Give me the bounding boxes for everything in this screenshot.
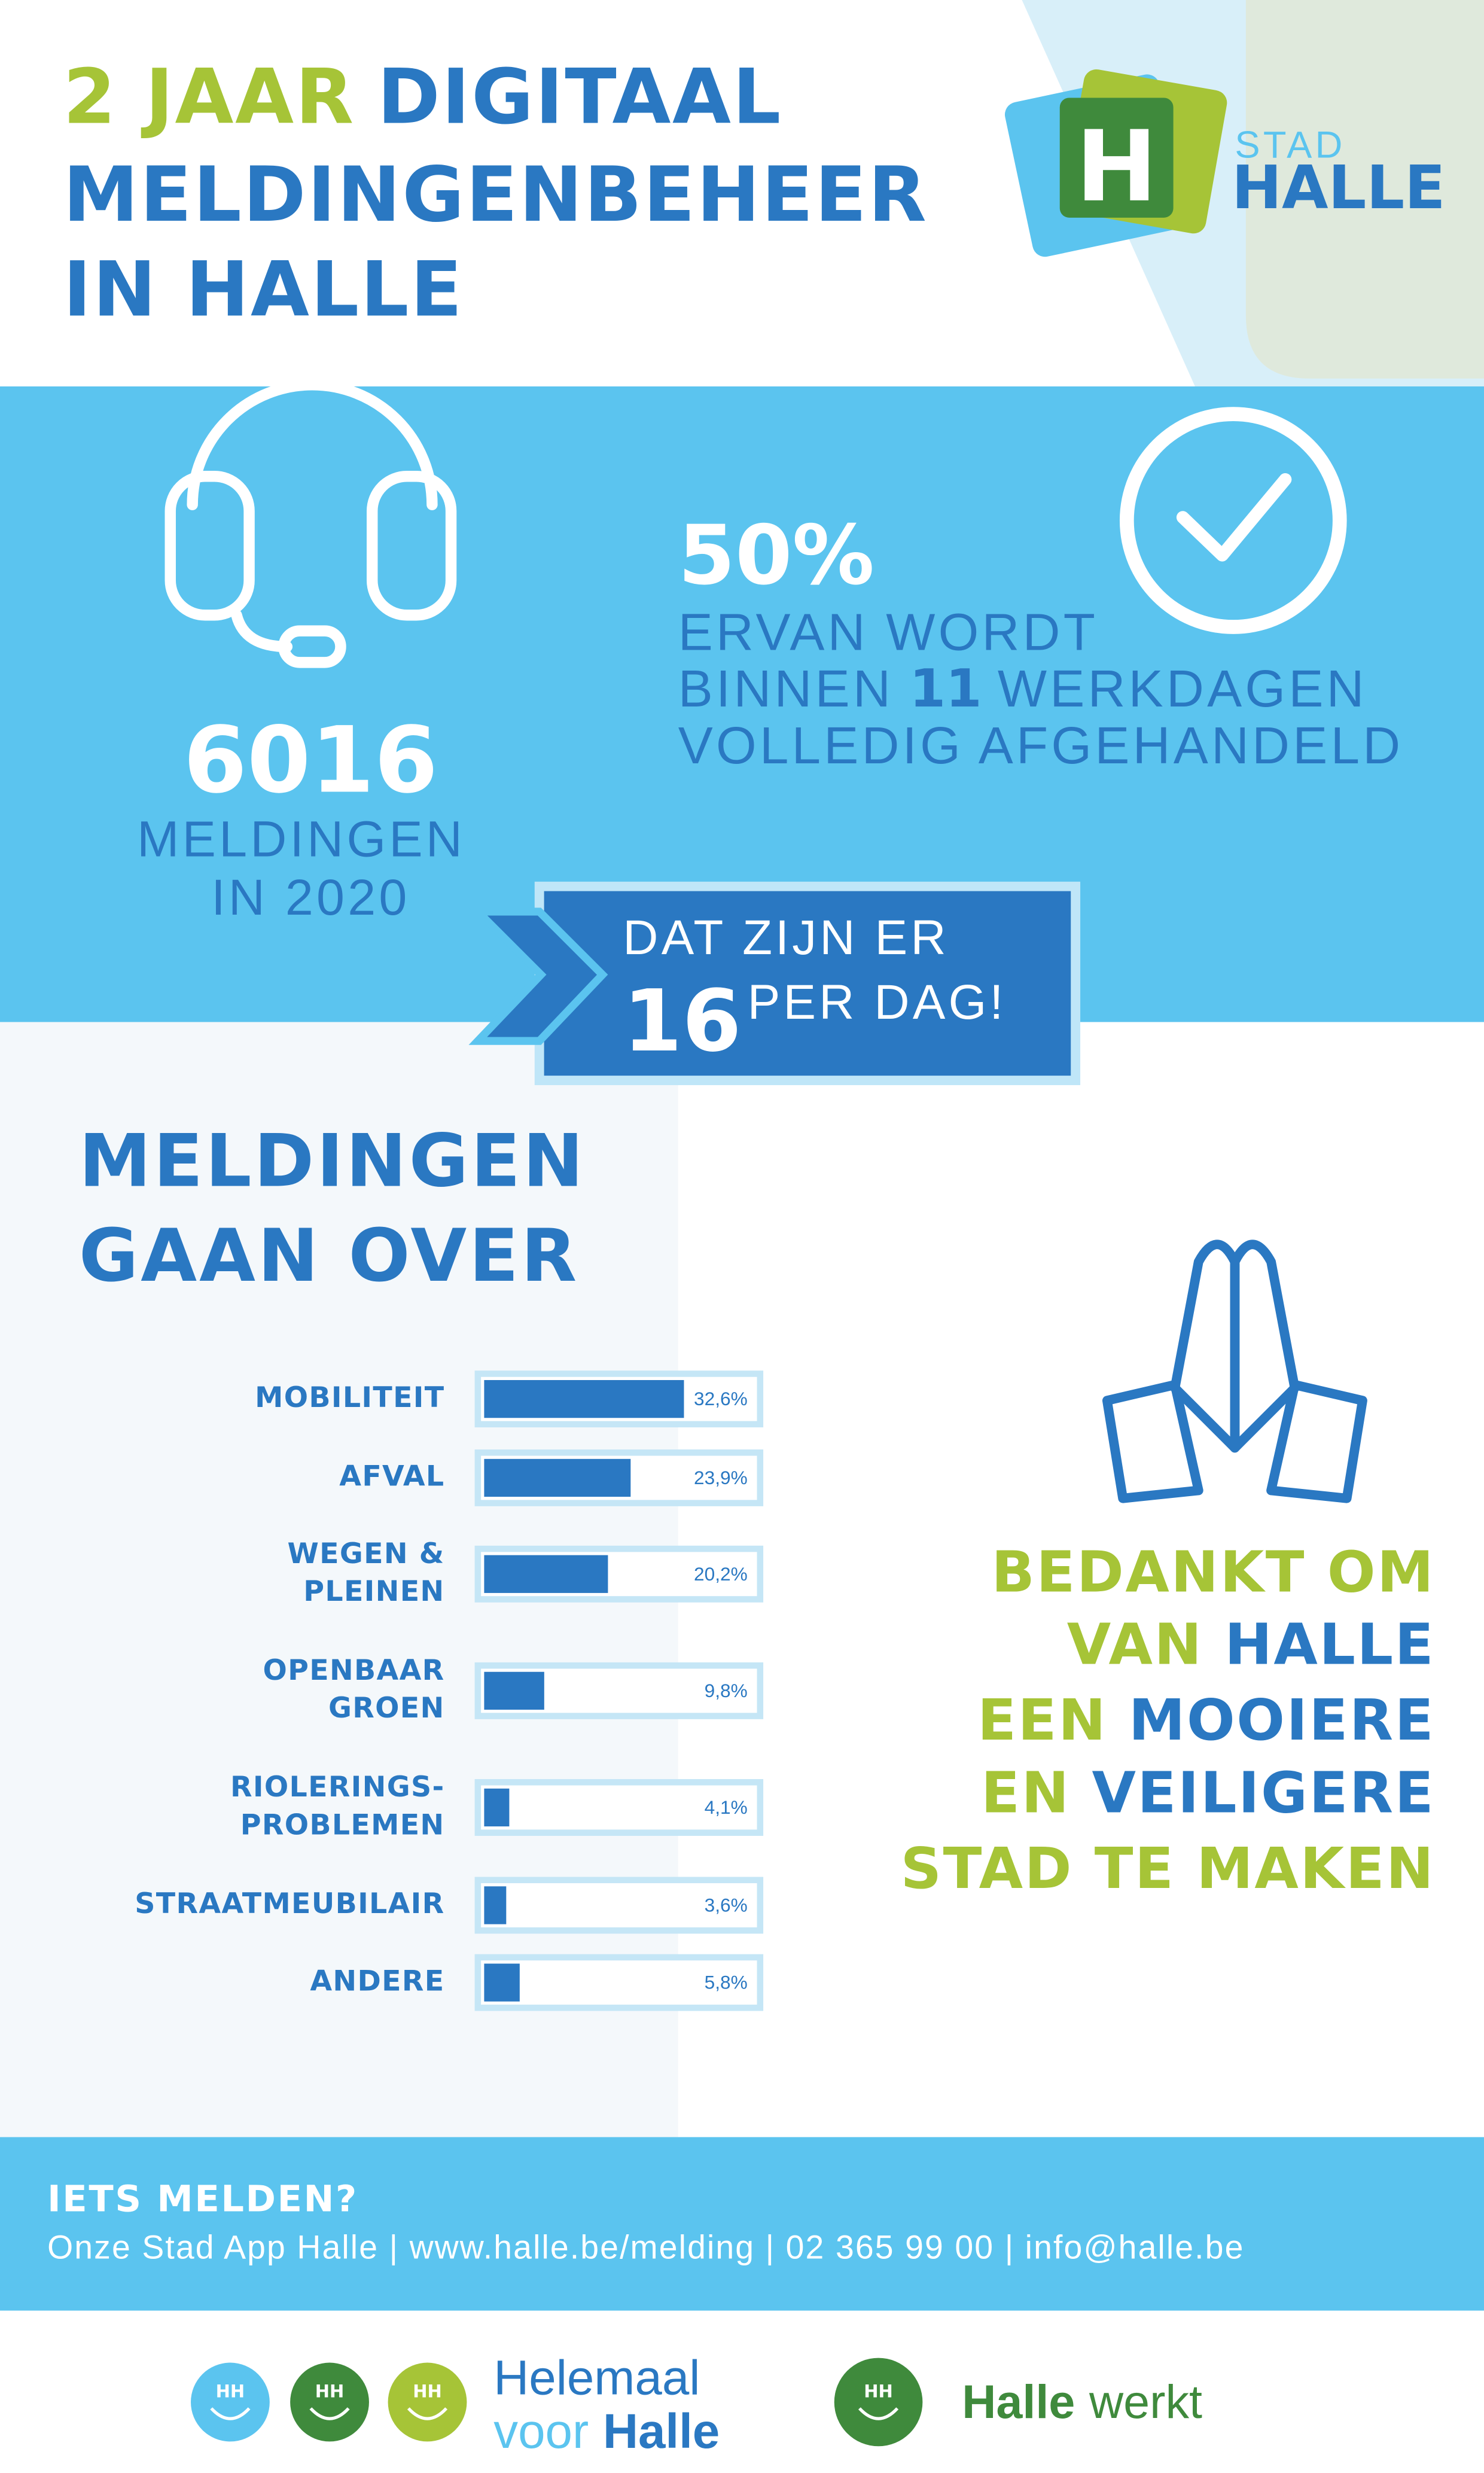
per-day-count: 16 (623, 971, 741, 1071)
resolved-text-part: BINNEN (678, 660, 894, 718)
brand-badge-smile (309, 2407, 350, 2420)
value-label: 9,8% (705, 1680, 748, 1701)
value-label: 32,6% (694, 1388, 748, 1409)
per-day-text: PER DAG! (748, 975, 1007, 1030)
bar-track (474, 1779, 764, 1836)
brand-badge-text: HH (315, 2381, 345, 2402)
resolved-text: BINNEN 11 WERKDAGEN (678, 658, 1367, 719)
category-label: AFVAL (339, 1460, 445, 1494)
chart-title: GAAN OVER (79, 1213, 579, 1298)
check-mark (1176, 473, 1292, 562)
category-label: STRAATMEUBILAIR (135, 1887, 445, 1921)
title: 2 JAAR DIGITAAL (63, 53, 782, 141)
brand-badge (834, 2358, 923, 2447)
thanks-text: VEILIGERE (1092, 1762, 1436, 1827)
thanks-line: BEDANKT OM (991, 1540, 1436, 1606)
resolved-text-part: WERKDAGEN (998, 660, 1367, 718)
banner-chevron (468, 907, 608, 1045)
bar (484, 1963, 520, 2002)
brand-text-part: Halle (962, 2375, 1075, 2428)
value-label: 3,6% (705, 1894, 748, 1915)
logo-bottom: HALLE (1232, 153, 1445, 223)
brand-badge-smile (210, 2407, 251, 2420)
thanks-text: MOOIERE (1128, 1689, 1436, 1754)
thanks-icon (1102, 1239, 1367, 1503)
check-circle (1133, 421, 1333, 620)
resolved-text: ERVAN WORDT (678, 603, 1098, 661)
brand-badge (290, 2362, 369, 2442)
bar (484, 1671, 544, 1710)
brand-badge-text: HH (864, 2381, 893, 2402)
brand-text-part: voor (493, 2404, 589, 2459)
bar (484, 1788, 510, 1827)
brand-text-part: Halle (603, 2404, 720, 2459)
resolved-percent: 50% (678, 508, 874, 604)
brand-text-part: werkt (1089, 2375, 1202, 2428)
title: IN HALLE (63, 245, 464, 333)
category-label: MOBILITEIT (255, 1381, 445, 1415)
thanks-line: VAN HALLE (1067, 1615, 1435, 1678)
footer-contact: Onze Stad App Halle | www.halle.be/meldi… (47, 2229, 1244, 2266)
thanks-text: HALLE (1224, 1613, 1436, 1679)
thanks-line: EEN MOOIERE (977, 1689, 1436, 1754)
footer-title: IETS MELDEN? (47, 2178, 358, 2220)
thanks-line: STAD TE MAKEN (900, 1837, 1436, 1902)
bar (484, 1458, 631, 1497)
chart-title: MELDINGEN (79, 1119, 586, 1204)
value-label: 20,2% (694, 1563, 748, 1585)
footer-band (0, 2137, 1484, 2311)
thanks-text: BEDANKT OM (991, 1540, 1436, 1606)
thanks-text: STAD TE MAKEN (900, 1837, 1436, 1902)
bar (484, 1555, 608, 1593)
title: MELDINGENBEHEER (63, 151, 928, 239)
decor-shape (1245, 0, 1484, 379)
resolved-text: VOLLEDIG AFGEHANDELD (678, 717, 1404, 775)
value-label: 4,1% (705, 1796, 748, 1818)
banner (534, 881, 1081, 1085)
report-label: IN 2020 (211, 869, 410, 925)
headset-icon (164, 379, 457, 668)
bar-track (474, 1954, 764, 2011)
thanks-line: EN VEILIGERE (981, 1762, 1436, 1827)
logo-mark: H (1075, 109, 1157, 224)
thanks-text: EEN (977, 1689, 1108, 1754)
logo (1004, 69, 1227, 257)
title-part: DIGITAAL (377, 53, 782, 141)
logo-top: STAD (1235, 124, 1345, 166)
brand-text: Halle werkt (962, 2375, 1202, 2428)
title-accent: 2 JAAR (63, 53, 355, 141)
thanks-text: EN (981, 1762, 1071, 1827)
brand-badge (191, 2362, 270, 2442)
bar-track (474, 1877, 764, 1934)
thanks-text: VAN (1066, 1613, 1203, 1679)
report-count: 6016 (184, 708, 438, 814)
brand-badge-smile (858, 2407, 899, 2420)
per-day-text: DAT ZIJN ER (623, 910, 949, 965)
bar (484, 1886, 507, 1924)
category-label: WEGEN & PLEINEN (287, 1537, 445, 1609)
brand-badge (388, 2362, 467, 2442)
brand-text: voor Halle (493, 2404, 720, 2459)
category-label: OPENBAAR GROEN (263, 1654, 445, 1726)
value-label: 23,9% (694, 1467, 748, 1488)
brand-badge-text: HH (413, 2381, 442, 2402)
brand-badge-smile (407, 2407, 448, 2420)
resolved-days: 11 (909, 658, 982, 719)
value-label: 5,8% (705, 1972, 748, 1993)
category-label: RIOLERINGS- PROBLEMEN (230, 1771, 445, 1842)
report-label: MELDINGEN (137, 811, 465, 867)
category-label: ANDERE (310, 1965, 445, 1999)
bar (484, 1379, 684, 1418)
brand-text: Helemaal (493, 2350, 700, 2405)
brand-badge-text: HH (216, 2381, 245, 2402)
